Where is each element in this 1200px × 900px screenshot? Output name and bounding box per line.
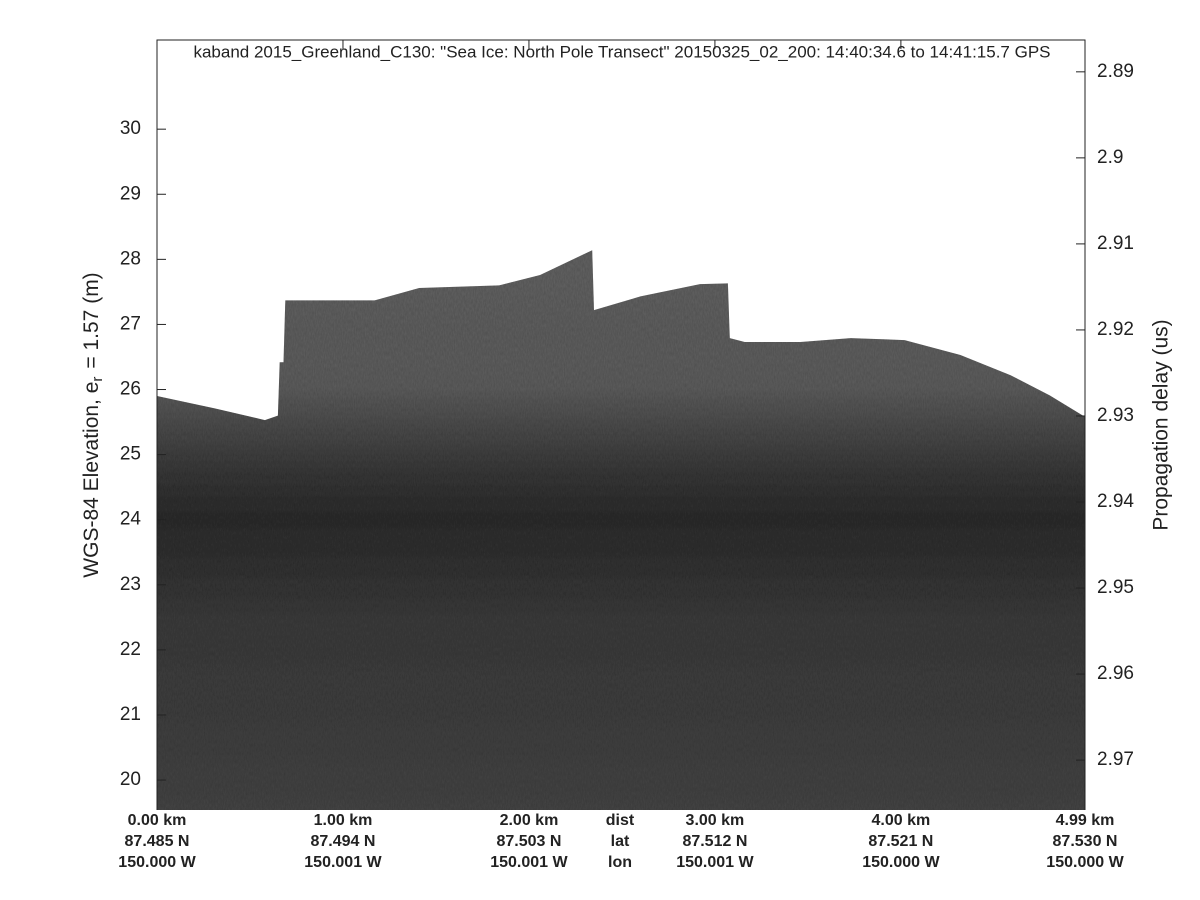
- row-label: lon: [608, 854, 632, 871]
- y2-tick-label: 2.92: [1097, 319, 1134, 340]
- y2-tick-label: 2.94: [1097, 491, 1134, 512]
- x-tick-label: 1.00 km: [314, 812, 373, 829]
- y-label-subscript: r: [89, 377, 106, 382]
- y-tick-label: 20: [120, 769, 141, 790]
- axes-box: [156, 39, 1086, 810]
- y-tick-label: 30: [120, 118, 141, 139]
- lat-label: 87.521 N: [868, 833, 933, 850]
- y-tick-label: 23: [120, 574, 141, 595]
- lat-label: 87.530 N: [1053, 833, 1118, 850]
- y2-tick-label: 2.96: [1097, 663, 1134, 684]
- y2-axis-label: Propagation delay (us): [1150, 319, 1173, 530]
- y-tick-label: 24: [120, 509, 142, 530]
- y-axis-label: WGS-84 Elevation, er = 1.57 (m): [80, 272, 106, 577]
- y-tick-label: 26: [120, 379, 141, 400]
- lon-label: 150.000 W: [1046, 854, 1124, 871]
- lat-label: 87.512 N: [682, 833, 747, 850]
- row-label: dist: [606, 812, 635, 829]
- echogram-area: [157, 250, 1085, 810]
- lon-label: 150.001 W: [304, 854, 382, 871]
- y2-tick-label: 2.89: [1097, 61, 1134, 82]
- x-tick-label: 4.00 km: [872, 812, 931, 829]
- lon-label: 150.001 W: [676, 854, 754, 871]
- y-tick-label: 21: [120, 704, 141, 725]
- row-label: lat: [611, 833, 630, 850]
- y-tick-label: 22: [120, 639, 141, 660]
- y2-tick-label: 2.93: [1097, 405, 1134, 426]
- plot-area: [157, 250, 1085, 810]
- y-tick-label: 29: [120, 183, 141, 204]
- y-label-text: WGS-84 Elevation, e: [80, 382, 103, 578]
- y-label-suffix: = 1.57 (m): [80, 272, 103, 368]
- x-tick-label: 2.00 km: [500, 812, 559, 829]
- y-tick-label: 25: [120, 444, 141, 465]
- lat-label: 87.503 N: [496, 833, 561, 850]
- lon-label: 150.000 W: [862, 854, 940, 871]
- y-tick-label: 28: [120, 248, 141, 269]
- y2-tick-label: 2.91: [1097, 233, 1134, 254]
- x-tick-label: 4.99 km: [1056, 812, 1115, 829]
- y-tick-label: 27: [120, 313, 141, 334]
- x-tick-label: 0.00 km: [128, 812, 187, 829]
- y2-tick-label: 2.9: [1097, 147, 1123, 168]
- lat-label: 87.485 N: [125, 833, 190, 850]
- y2-tick-label: 2.97: [1097, 749, 1134, 770]
- chart-title: kaband 2015_Greenland_C130: "Sea Ice: No…: [193, 42, 1050, 61]
- lon-label: 150.001 W: [490, 854, 568, 871]
- y2-tick-label: 2.95: [1097, 577, 1134, 598]
- lon-label: 150.000 W: [118, 854, 196, 871]
- x-tick-label: 3.00 km: [686, 812, 745, 829]
- lat-label: 87.494 N: [311, 833, 376, 850]
